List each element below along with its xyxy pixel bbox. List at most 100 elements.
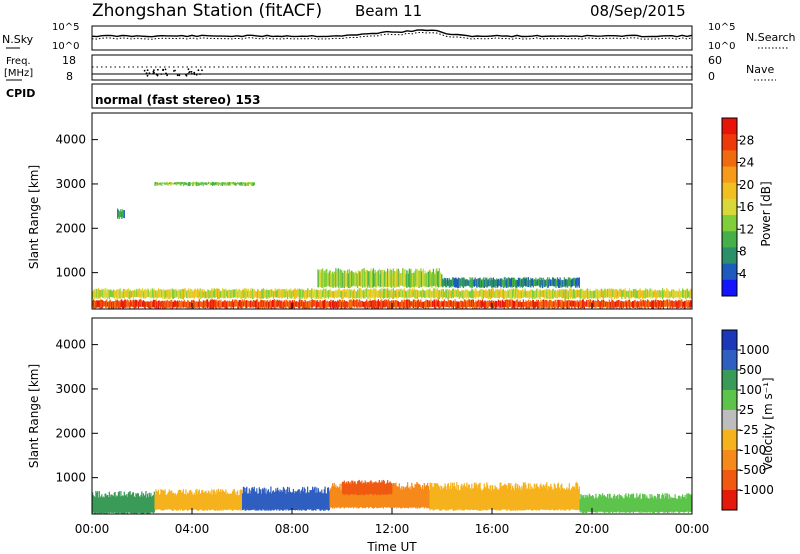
power-echo-cell <box>571 289 573 297</box>
power-echo-cell <box>339 299 341 308</box>
velocity-echo-cell <box>390 482 392 495</box>
velocity-echo-cell <box>526 489 528 510</box>
power-echo-cell <box>541 301 543 309</box>
freq-dot <box>162 68 165 71</box>
power-echo-cell <box>531 289 533 299</box>
power-echo-cell <box>240 300 242 308</box>
power-echo-cell <box>481 280 483 288</box>
velocity-echo-cell <box>118 491 120 513</box>
power-echo-cell <box>195 301 197 309</box>
power-echo-cell <box>668 291 670 298</box>
power-echo-cell <box>411 290 413 298</box>
velocity-echo-cell <box>487 488 490 510</box>
power-echo-cell <box>482 299 484 307</box>
power-echo-cell <box>498 300 500 308</box>
power-echo-cell <box>172 301 174 309</box>
power-echo-cell <box>227 182 229 185</box>
power-echo-cell <box>190 301 192 307</box>
power-echo-cell <box>512 288 515 297</box>
power-echo-cell <box>540 290 542 297</box>
power-echo-cell <box>279 290 281 298</box>
velocity-echo-cell <box>101 494 103 514</box>
velocity-echo-cell <box>538 489 540 511</box>
power-echo-cell <box>409 301 411 309</box>
power-echo-cell <box>575 290 577 298</box>
velocity-echo-cell <box>438 486 440 511</box>
velocity-echo-cell <box>474 485 476 510</box>
power-echo-cell <box>339 289 341 298</box>
velocity-echo-cell <box>257 493 260 511</box>
power-echo-cell <box>485 278 487 287</box>
power-echo-cell <box>649 288 651 297</box>
power-echo-cell <box>385 290 387 299</box>
velocity-echo-cell <box>501 486 503 510</box>
freq-dot <box>145 72 148 75</box>
velocity-echo-cell <box>314 486 316 510</box>
power-echo-cell <box>435 290 437 298</box>
power-echo-cell <box>122 301 124 309</box>
power-echo-cell <box>482 290 485 299</box>
power-echo-cell <box>256 299 258 308</box>
power-echo-cell <box>543 300 545 309</box>
power-echo-cell <box>354 272 356 287</box>
power-echo-cell <box>604 288 606 298</box>
power-echo-cell <box>534 291 536 298</box>
power-echo-cell <box>223 289 225 299</box>
velocity-echo-cell <box>108 491 110 514</box>
power-echo-cell <box>184 182 186 186</box>
power-echo-cell <box>337 269 339 286</box>
power-echo-cell <box>313 300 315 307</box>
power-echo-cell <box>413 288 415 298</box>
power-heatmap-data <box>92 181 693 309</box>
power-echo-cell <box>336 272 338 287</box>
power-echo-cell <box>163 300 165 309</box>
power-echo-cell <box>472 279 475 287</box>
velocity-echo-cell <box>662 495 665 513</box>
power-echo-cell <box>222 182 225 185</box>
power-echo-cell <box>150 300 152 309</box>
power-echo-cell <box>471 277 473 288</box>
power-echo-cell <box>632 291 634 298</box>
power-echo-cell <box>574 290 576 299</box>
power-echo-cell <box>182 183 185 187</box>
velocity-echo-cell <box>275 488 277 510</box>
velocity-echo-cell <box>602 495 605 513</box>
velocity-echo-cell <box>391 483 393 495</box>
power-echo-cell <box>610 301 612 308</box>
power-echo-cell <box>384 271 386 287</box>
power-echo-cell <box>232 301 235 309</box>
power-echo-cell <box>97 288 100 299</box>
power-echo-cell <box>569 288 571 299</box>
velocity-echo-cell <box>400 489 402 509</box>
power-echo-cell <box>470 279 472 288</box>
velocity-echo-cell <box>369 481 371 494</box>
power-echo-cell <box>99 300 101 309</box>
velocity-echo-cell <box>482 488 485 511</box>
power-echo-cell <box>496 290 498 298</box>
power-echo-cell <box>197 183 199 184</box>
velocity-echo-cell <box>583 498 585 513</box>
power-echo-cell <box>517 289 520 299</box>
velocity-echo-cell <box>452 482 454 510</box>
freq-dot <box>146 74 149 77</box>
velocity-echo-cell <box>116 495 118 514</box>
power-echo-cell <box>392 288 395 299</box>
power-echo-cell <box>422 288 424 298</box>
power-echo-cell <box>177 182 179 184</box>
power-echo-cell <box>160 288 162 297</box>
power-echo-cell <box>162 290 164 299</box>
power-echo-cell <box>366 270 368 287</box>
power-echo-cell <box>327 290 330 299</box>
power-echo-cell <box>662 288 664 300</box>
power-echo-cell <box>534 280 536 286</box>
power-echo-cell <box>543 279 545 288</box>
power-echo-cell <box>449 290 451 297</box>
freq-dot <box>185 74 188 77</box>
velocity-echo-cell <box>573 486 575 510</box>
power-echo-cell <box>232 299 234 307</box>
velocity-echo-cell <box>377 484 379 508</box>
velocity-echo-cell <box>357 485 360 509</box>
power-echo-cell <box>112 301 115 309</box>
power-echo-cell <box>259 290 261 299</box>
velocity-echo-cell <box>454 486 456 511</box>
